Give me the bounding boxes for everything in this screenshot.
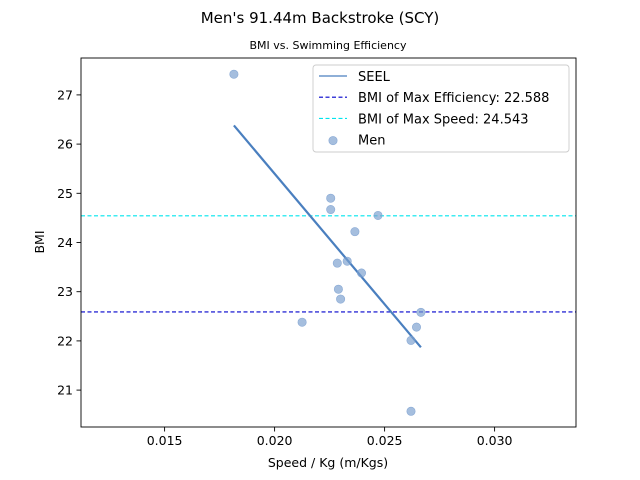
scatter-point-9 [336, 294, 346, 304]
y-tick-label-2: 23 [57, 284, 73, 299]
x-tick-label-0: 0.015 [147, 433, 183, 448]
scatter-point-12 [411, 322, 421, 332]
scatter-point-11 [416, 307, 426, 317]
scatter-point-5 [332, 258, 342, 268]
scatter-point-6 [342, 256, 352, 266]
x-tick-label-2: 0.025 [367, 433, 403, 448]
chart-subtitle: BMI vs. Swimming Efficiency [250, 39, 407, 52]
legend-label-1: SEEL [358, 70, 391, 85]
y-tick-label-0: 21 [57, 383, 73, 398]
scatter-point-8 [333, 284, 343, 294]
seel-line [233, 124, 422, 349]
chart-title: Men's 91.44m Backstroke (SCY) [201, 9, 440, 27]
scatter-point-0 [229, 69, 239, 79]
y-axis: 21 22 23 24 25 26 27 [57, 87, 81, 398]
scatter-point-3 [373, 210, 383, 220]
scatter-point-10 [297, 317, 307, 327]
y-tick-label-3: 24 [57, 235, 73, 250]
scatter-point-7 [356, 268, 366, 278]
x-tick-label-1: 0.020 [257, 433, 293, 448]
legend-label-2: BMI of Max Efficiency: 22.588 [358, 91, 549, 106]
legend: SEEL BMI of Max Efficiency: 22.588 BMI of … [312, 64, 570, 153]
scatter-point-4 [350, 227, 360, 237]
x-tick-label-3: 0.030 [477, 433, 513, 448]
y-tick-label-4: 25 [57, 186, 73, 201]
y-tick-label-6: 27 [57, 87, 73, 102]
scatter-point-1 [326, 193, 336, 203]
x-axis-label: Speed / Kg (m/Kgs) [268, 455, 388, 470]
x-axis: 0.015 0.020 0.025 0.030 [147, 427, 513, 448]
scatter-point-2 [326, 205, 336, 215]
scatter-point-14 [406, 406, 416, 416]
legend-label-0: Men [358, 134, 385, 149]
y-tick-label-1: 22 [57, 333, 73, 348]
legend-box [312, 64, 570, 153]
y-tick-label-5: 26 [57, 137, 73, 152]
legend-swatch-men [328, 136, 338, 146]
scatter-point-13 [406, 335, 416, 345]
legend-label-3: BMI of Max Speed: 24.543 [358, 112, 529, 127]
y-axis-label: BMI [32, 230, 47, 253]
